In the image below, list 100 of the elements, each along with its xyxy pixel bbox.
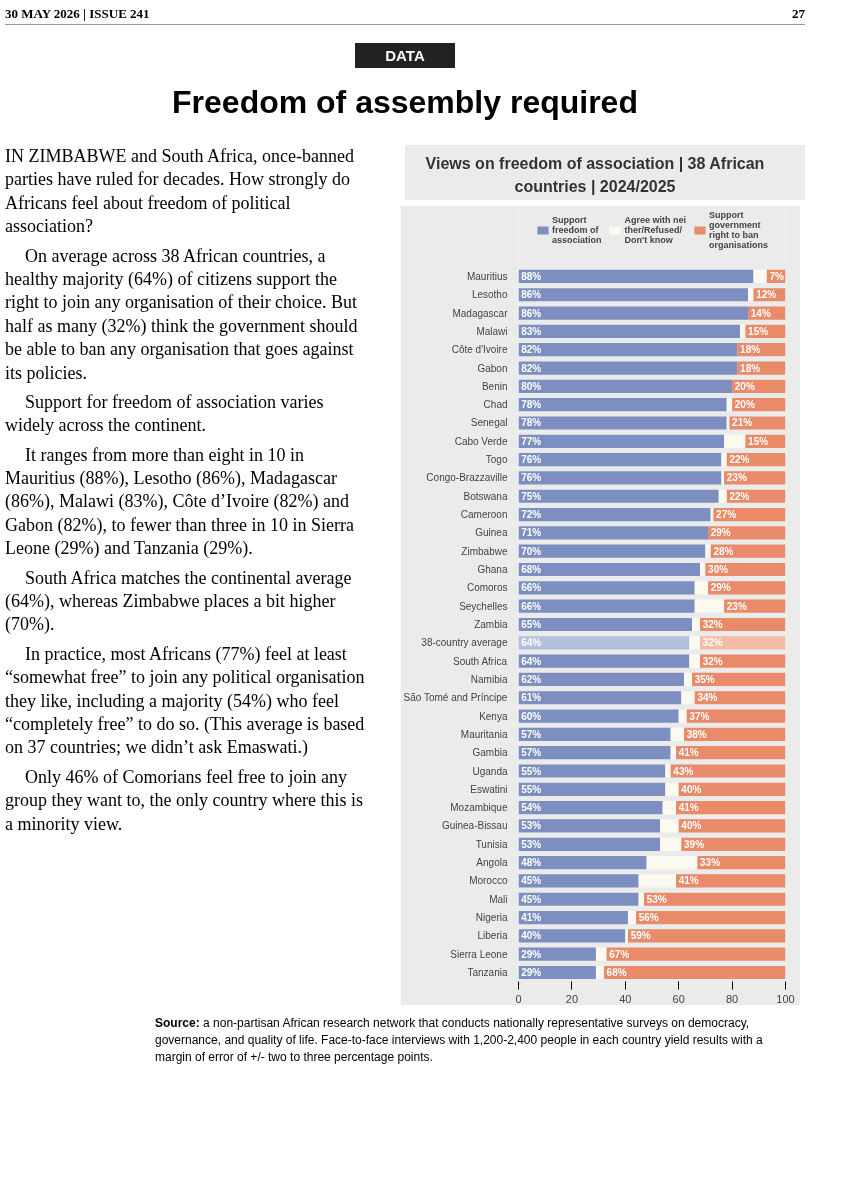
y-tick-label: Ghana xyxy=(477,564,508,576)
y-tick-label: São Tomé and Príncipe xyxy=(403,692,508,704)
bar xyxy=(676,801,786,815)
y-tick-label: Seychelles xyxy=(459,600,508,612)
bar xyxy=(740,324,746,338)
y-tick-label: Malawi xyxy=(476,325,508,337)
data-label: 15% xyxy=(748,435,769,447)
y-tick-label: Mali xyxy=(489,893,508,905)
bar xyxy=(518,837,661,851)
bar xyxy=(518,343,738,357)
y-tick-label: South Africa xyxy=(453,655,508,667)
bar xyxy=(518,489,719,503)
y-tick-label: Tunisia xyxy=(475,838,508,850)
x-tick-label: 100 xyxy=(776,992,795,1005)
y-tick-label: Tanzania xyxy=(467,967,508,979)
y-tick-label: Benin xyxy=(481,380,508,392)
bar xyxy=(678,819,786,833)
y-tick-label: Namibia xyxy=(470,673,508,685)
bar xyxy=(518,306,749,320)
bar xyxy=(724,471,786,485)
bar xyxy=(700,562,706,577)
data-label: 45% xyxy=(521,893,542,905)
data-label: 43% xyxy=(673,765,694,777)
bar xyxy=(646,856,698,870)
source-note: Source: a non-partisan African research network that conducts nationally representative surveys on democracy, governance, and quality of life. Face-to-face interviews with 1,200-2,400 people in each country yield results with a margin of error of +/- two to three percentage points. xyxy=(155,1015,764,1067)
data-label: 15% xyxy=(748,325,769,337)
text: On average across 38 African countries, a healthy majority (64%) of citizens support the right to join any organisation of their choice. But half as many (32%) think the government should be able to ban any organisation that goes against its policies. xyxy=(5,244,359,385)
y-tick-label: Côte d'Ivoire xyxy=(451,344,508,356)
bar xyxy=(665,782,679,796)
y-tick-label: Sierra Leone xyxy=(450,948,508,960)
bar xyxy=(518,691,682,705)
data-label: 61% xyxy=(521,692,542,704)
data-label: 29% xyxy=(521,967,542,979)
data-label: 66% xyxy=(521,600,542,612)
y-tick-label: Mozambique xyxy=(450,802,508,814)
text: Freedom of assembly required xyxy=(171,83,639,123)
data-label: 40% xyxy=(681,820,702,832)
data-label: 78% xyxy=(521,417,542,429)
data-label: 34% xyxy=(697,692,718,704)
text: In practice, most Africans (77%) feel at least “somewhat free” to join any political organisation they like, including a majority (54%) who feel “completely free” to do so. (This average is based on 37 countries; we didn’t ask Emaswati.) xyxy=(5,642,366,760)
legend-label: Support freedom of association xyxy=(551,215,602,245)
data-label: 53% xyxy=(521,838,542,850)
data-label: 39% xyxy=(684,838,705,850)
data-label: 22% xyxy=(729,454,750,466)
bar xyxy=(518,526,709,540)
data-label: 82% xyxy=(521,362,542,374)
y-tick-label: Congo-Brazzaville xyxy=(426,472,508,484)
bar xyxy=(726,398,733,412)
bar xyxy=(603,965,786,980)
bar xyxy=(643,892,786,906)
data-label: 21% xyxy=(732,417,753,429)
bar xyxy=(518,471,722,485)
bar xyxy=(518,672,685,687)
bar xyxy=(753,269,767,284)
data-label: 64% xyxy=(521,637,542,649)
bar xyxy=(518,434,725,448)
text: Support for freedom of association varies widely across the continent. xyxy=(5,390,325,438)
data-label: 55% xyxy=(521,783,542,795)
data-label: 62% xyxy=(521,673,542,685)
bar xyxy=(689,636,701,650)
bar xyxy=(627,929,786,943)
data-label: 23% xyxy=(726,472,747,484)
bar xyxy=(518,782,666,796)
bar xyxy=(518,874,639,888)
bar xyxy=(518,581,695,595)
data-label: 29% xyxy=(710,582,731,594)
data-label: 53% xyxy=(646,893,667,905)
data-label: 76% xyxy=(521,472,542,484)
data-label: 22% xyxy=(729,490,750,502)
data-label: 41% xyxy=(678,875,699,887)
legend-label: Support government right to ban organisations xyxy=(709,210,769,250)
data-label: 29% xyxy=(710,527,731,539)
data-label: 55% xyxy=(521,765,542,777)
data-label: 86% xyxy=(521,289,542,301)
bar xyxy=(660,837,682,851)
data-label: 41% xyxy=(678,802,699,814)
y-tick-label: 38-country average xyxy=(421,637,508,649)
bar xyxy=(724,434,746,448)
y-tick-label: Mauritania xyxy=(460,728,508,740)
data-label: 60% xyxy=(521,710,542,722)
x-tick-label: 0 xyxy=(515,992,522,1005)
x-tick-label: 40 xyxy=(619,992,632,1005)
bar xyxy=(694,581,709,595)
y-tick-label: Nigeria xyxy=(475,912,508,924)
bar xyxy=(676,746,786,760)
text: It ranges from more than eight in 10 in Mauritius (88%), Lesotho (86%), Madagascar (86%), Malawi (83%), Côte d’Ivoire (82%) and Gabon (82%), to fewer than three in 10 in Sierra Leone (29%) and Tanzania (29%). xyxy=(5,443,355,561)
bar xyxy=(518,453,722,467)
y-tick-label: Zambia xyxy=(474,618,508,630)
text: DATA xyxy=(355,43,455,68)
y-tick-label: Botswana xyxy=(463,490,508,502)
y-tick-label: Gambia xyxy=(472,747,508,759)
bar xyxy=(678,709,687,723)
bar xyxy=(676,874,786,888)
data-label: 18% xyxy=(740,362,761,374)
data-label: 76% xyxy=(521,454,542,466)
data-label: 18% xyxy=(740,344,761,356)
data-label: 30% xyxy=(708,564,729,576)
data-label: 82% xyxy=(521,344,542,356)
bar xyxy=(670,746,677,760)
text: 27 xyxy=(792,5,805,23)
